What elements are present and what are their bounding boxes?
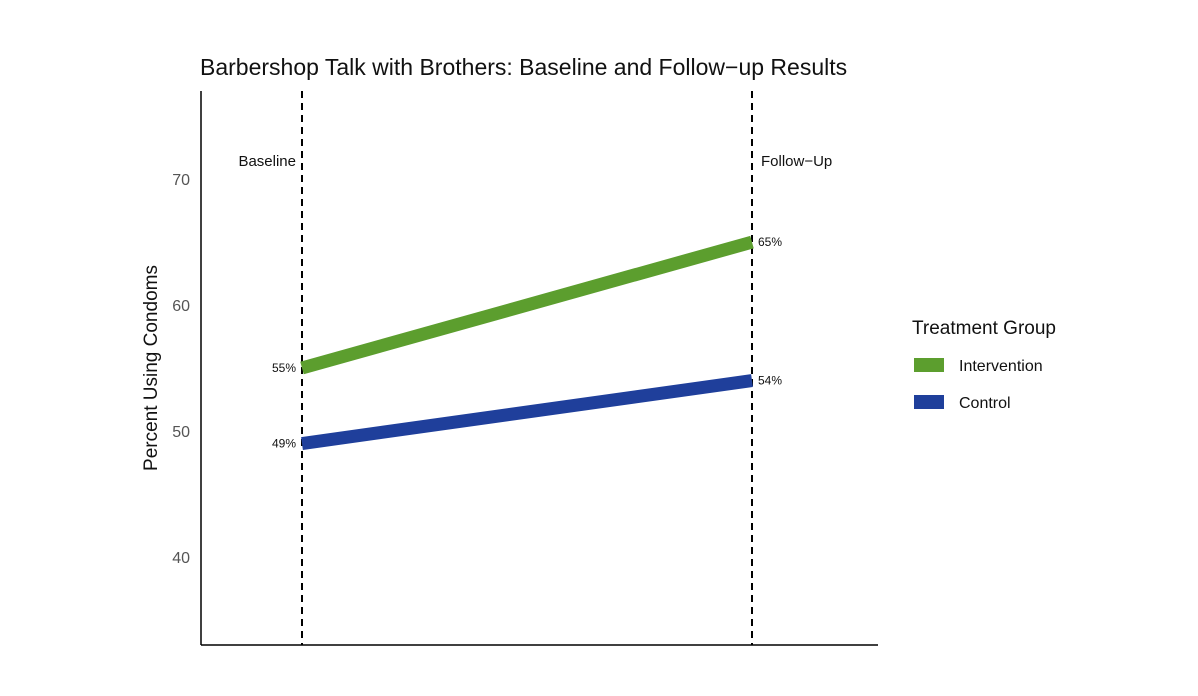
- legend-swatch-intervention: [914, 358, 944, 372]
- phase-label-0: Baseline: [238, 153, 296, 170]
- y-axis-label: Percent Using Condoms: [141, 265, 162, 471]
- legend-label-intervention: Intervention: [959, 358, 1043, 375]
- y-tick-label-50: 50: [172, 424, 190, 441]
- y-ticks: 40 50 60 70: [172, 172, 190, 567]
- series-line-control: [301, 374, 753, 450]
- data-label-intervention-0: 55%: [272, 361, 296, 375]
- y-tick-label-60: 60: [172, 298, 190, 315]
- legend-items: Intervention Control: [914, 358, 1043, 412]
- y-tick-label-40: 40: [172, 550, 190, 567]
- data-label-control-1: 54%: [758, 374, 782, 388]
- legend-swatch-control: [914, 395, 944, 409]
- data-label-intervention-1: 65%: [758, 235, 782, 249]
- chart-title: Barbershop Talk with Brothers: Baseline …: [200, 54, 847, 80]
- phase-label-1: Follow−Up: [761, 153, 832, 170]
- legend-title: Treatment Group: [912, 318, 1056, 339]
- data-label-control-0: 49%: [272, 437, 296, 451]
- series-lines: [300, 235, 754, 450]
- data-labels: 55% 65% 49% 54%: [272, 235, 782, 450]
- legend-label-control: Control: [959, 395, 1011, 412]
- y-tick-label-70: 70: [172, 172, 190, 189]
- series-line-intervention: [300, 235, 754, 375]
- legend: Treatment Group Intervention Control: [912, 318, 1056, 412]
- phase-markers: Baseline Follow−Up: [238, 91, 832, 645]
